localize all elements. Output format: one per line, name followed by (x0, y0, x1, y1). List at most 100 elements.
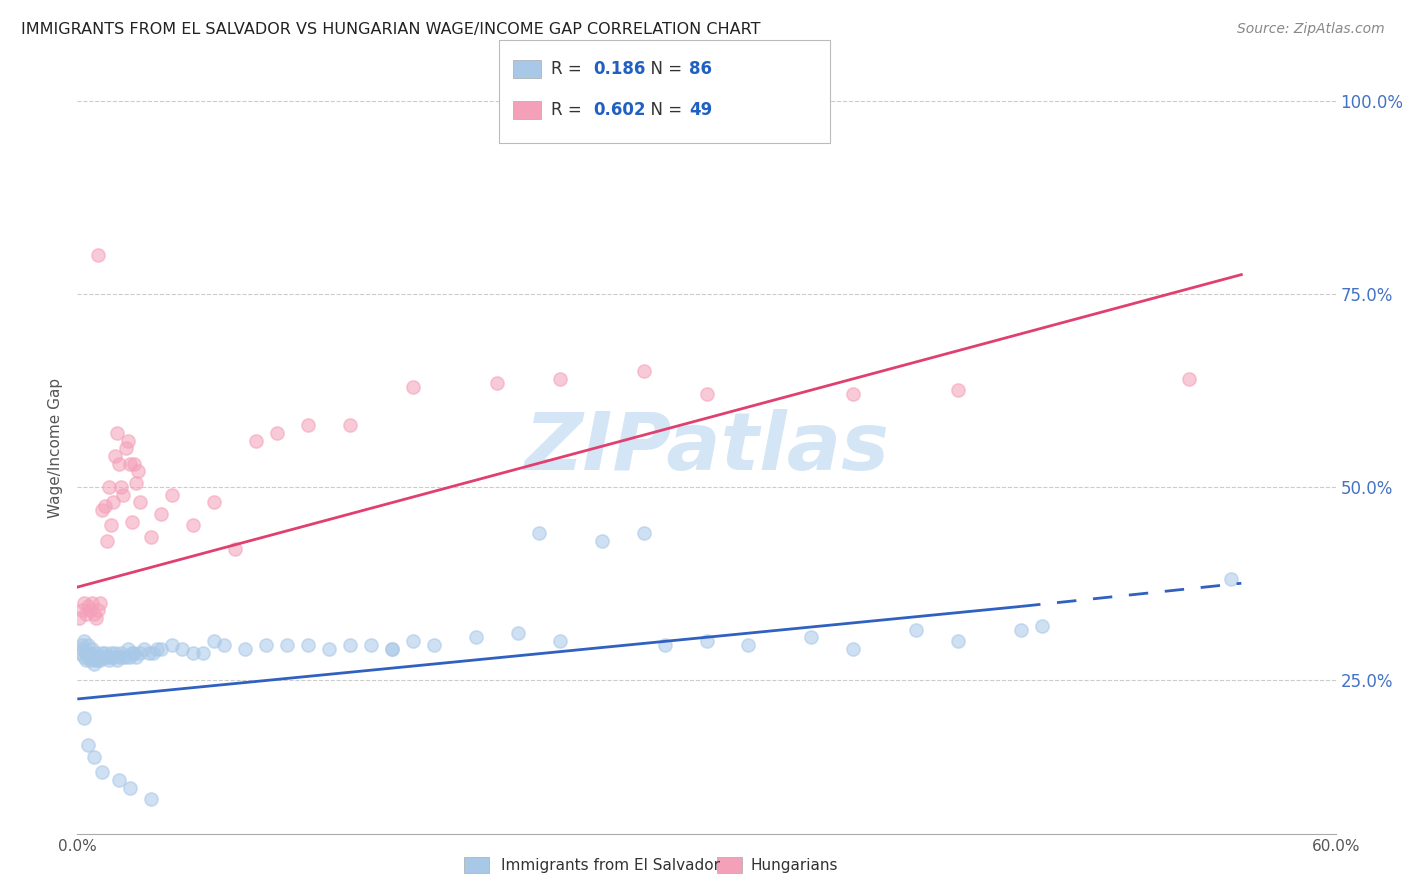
Point (70, 638, 93, 652)
Point (150, 507, 173, 521)
Point (104, 646, 127, 660)
Text: 0.602: 0.602 (593, 101, 645, 119)
Point (318, 641, 340, 656)
Text: 86: 86 (689, 60, 711, 78)
Text: IMMIGRANTS FROM EL SALVADOR VS HUNGARIAN WAGE/INCOME GAP CORRELATION CHART: IMMIGRANTS FROM EL SALVADOR VS HUNGARIAN… (21, 22, 761, 37)
Point (104, 449, 127, 463)
Point (105, 425, 128, 440)
Point (138, 646, 160, 660)
Point (110, 646, 132, 660)
Point (1219, 573, 1241, 587)
Text: 0.186: 0.186 (593, 60, 645, 78)
Point (122, 646, 145, 660)
Text: 49: 49 (689, 101, 713, 119)
Point (87, 603, 110, 617)
Point (150, 641, 173, 656)
Point (146, 641, 169, 656)
Point (191, 646, 215, 660)
Point (101, 649, 124, 664)
Point (423, 638, 446, 652)
Point (948, 634, 970, 648)
Point (108, 649, 131, 664)
Point (72, 711, 94, 725)
Point (245, 434, 267, 448)
Point (89, 653, 111, 667)
Point (527, 526, 550, 541)
Point (948, 384, 970, 398)
Point (101, 495, 124, 509)
Point (125, 475, 148, 490)
Text: R =: R = (551, 101, 588, 119)
Point (84, 611, 107, 625)
Point (67, 611, 90, 625)
Point (381, 641, 404, 656)
Point (91, 503, 114, 517)
Point (100, 518, 122, 533)
Point (737, 638, 759, 652)
Point (93, 499, 115, 513)
Point (67, 646, 90, 660)
Point (360, 638, 382, 652)
Point (97, 480, 120, 494)
Point (83, 607, 105, 621)
Point (79, 603, 101, 617)
Point (696, 387, 718, 401)
Point (75, 607, 97, 621)
Point (114, 649, 136, 664)
Point (87, 248, 110, 262)
Point (905, 623, 928, 637)
Point (108, 457, 131, 471)
Point (172, 641, 194, 656)
Point (212, 638, 235, 652)
Point (87, 653, 110, 667)
Point (110, 480, 132, 494)
Point (93, 646, 115, 660)
Point (76, 638, 98, 652)
Point (1178, 372, 1201, 386)
Text: R =: R = (551, 60, 588, 78)
Point (202, 634, 225, 648)
Point (117, 641, 139, 656)
Text: Hungarians: Hungarians (751, 858, 838, 872)
Point (112, 487, 135, 501)
Point (297, 418, 319, 433)
Point (117, 434, 139, 448)
Point (548, 372, 571, 386)
Point (72, 649, 94, 664)
Point (89, 649, 111, 664)
Point (75, 646, 97, 660)
Point (233, 641, 256, 656)
Point (160, 638, 183, 652)
Point (800, 630, 823, 644)
Point (96, 649, 118, 664)
Point (139, 530, 162, 544)
Point (402, 379, 425, 393)
Point (402, 634, 425, 648)
Point (339, 638, 361, 652)
Point (1031, 618, 1053, 632)
Point (129, 646, 152, 660)
Point (134, 641, 156, 656)
Point (89, 596, 111, 610)
Point (70, 603, 93, 617)
Point (76, 649, 98, 664)
Point (142, 646, 165, 660)
Point (118, 457, 141, 471)
Point (79, 653, 101, 667)
Point (181, 646, 204, 660)
Point (121, 515, 143, 529)
Point (548, 634, 571, 648)
Point (118, 780, 141, 795)
Point (127, 464, 149, 478)
Point (83, 657, 105, 672)
Point (80, 649, 103, 664)
Point (129, 495, 152, 509)
Point (105, 653, 128, 667)
Y-axis label: Wage/Income Gap: Wage/Income Gap (48, 378, 63, 518)
Point (266, 425, 288, 440)
Point (79, 646, 101, 660)
Point (72, 634, 94, 648)
Point (83, 749, 105, 764)
Point (297, 638, 319, 652)
Point (654, 638, 676, 652)
